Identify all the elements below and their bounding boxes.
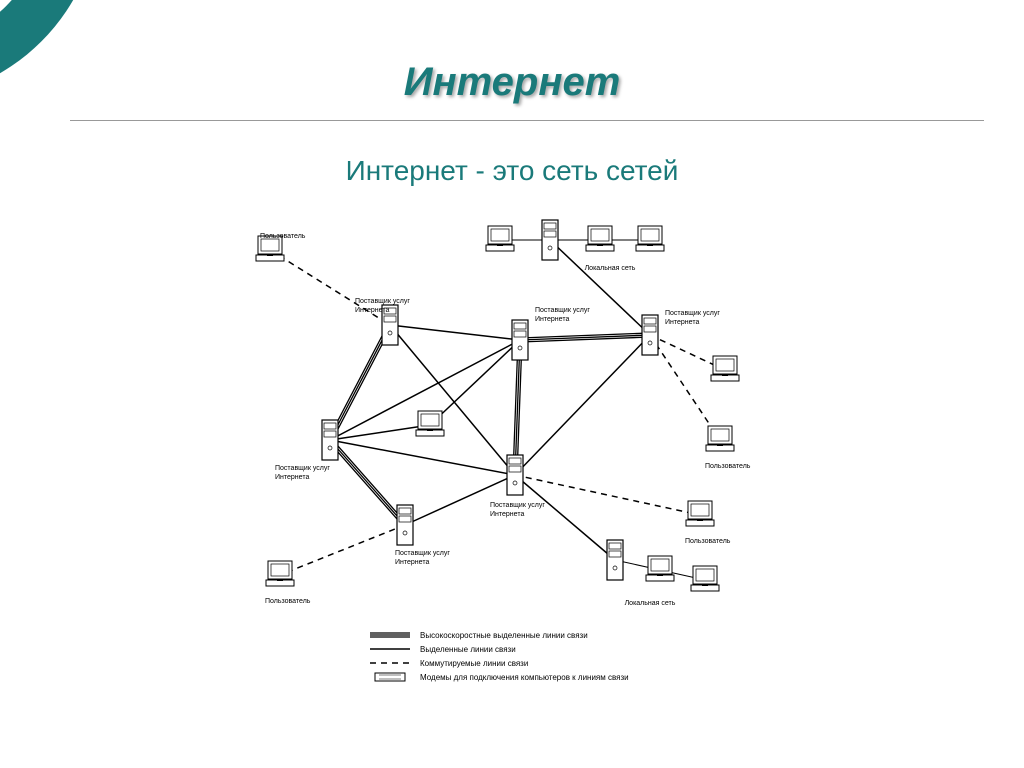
- svg-text:Поставщик услуг: Поставщик услуг: [275, 465, 330, 472]
- svg-text:Интернета: Интернета: [395, 559, 429, 566]
- node-isp1: Поставщик услуг Интернета: [355, 298, 410, 345]
- node-lan1_pc2: [586, 226, 614, 251]
- svg-text:Поставщик услуг: Поставщик услуг: [665, 310, 720, 317]
- svg-text:Интернета: Интернета: [535, 316, 569, 323]
- svg-text:Интернета: Интернета: [355, 307, 389, 314]
- node-lan2_pc1: [646, 556, 674, 581]
- node-lan2_pc2: [691, 566, 719, 591]
- svg-text:Коммутируемые линии связи: Коммутируемые линии связи: [420, 659, 528, 668]
- svg-text:Пользователь: Пользователь: [705, 463, 751, 470]
- node-isp5: Поставщик услуг Интернета: [490, 455, 545, 518]
- node-pc_tr: [711, 356, 739, 381]
- node-lan1_pc1: [486, 226, 514, 251]
- svg-text:Локальная сеть: Локальная сеть: [585, 265, 636, 272]
- svg-text:Выделенные линии связи: Выделенные линии связи: [420, 645, 516, 654]
- title-underline: [70, 120, 984, 121]
- svg-text:Интернета: Интернета: [665, 319, 699, 326]
- svg-text:Поставщик услуг: Поставщик услуг: [395, 550, 450, 557]
- node-mid_pc: [416, 411, 444, 436]
- node-isp4: Поставщик услуг Интернета: [275, 420, 338, 481]
- svg-text:Интернета: Интернета: [490, 511, 524, 518]
- node-user_bl: Пользователь: [265, 561, 311, 605]
- svg-text:Интернета: Интернета: [275, 474, 309, 481]
- svg-text:Пользователь: Пользователь: [685, 538, 731, 545]
- network-diagram: Пользователь Локальная сеть Поставщик услу…: [220, 215, 780, 725]
- slide-title: Интернет: [0, 60, 1024, 105]
- node-lan1_pc3: [636, 226, 664, 251]
- svg-text:Пользователь: Пользователь: [265, 598, 311, 605]
- svg-text:Локальная сеть: Локальная сеть: [625, 600, 676, 607]
- node-lan2_srv: [607, 540, 623, 580]
- svg-text:Пользователь: Пользователь: [260, 233, 306, 240]
- node-user_r1: Пользователь: [705, 426, 751, 470]
- svg-text:Поставщик услуг: Поставщик услуг: [490, 502, 545, 509]
- node-lan1_srv: [542, 220, 558, 260]
- svg-text:Поставщик услуг: Поставщик услуг: [535, 307, 590, 314]
- slide-subtitle: Интернет - это сеть сетей: [0, 155, 1024, 187]
- svg-text:Высокоскоростные выделенные ли: Высокоскоростные выделенные линии связи: [420, 631, 588, 640]
- legend: Высокоскоростные выделенные линии связи В…: [370, 631, 629, 682]
- node-isp6: Поставщик услуг Интернета: [395, 505, 450, 566]
- svg-text:Модемы для подключения компьют: Модемы для подключения компьютеров к лин…: [420, 673, 629, 682]
- node-isp3: Поставщик услуг Интернета: [642, 310, 720, 355]
- node-isp2: Поставщик услуг Интернета: [512, 307, 590, 360]
- svg-text:Поставщик услуг: Поставщик услуг: [355, 298, 410, 305]
- node-user_r2: Пользователь: [685, 501, 731, 545]
- node-user_tl: Пользователь: [256, 233, 306, 261]
